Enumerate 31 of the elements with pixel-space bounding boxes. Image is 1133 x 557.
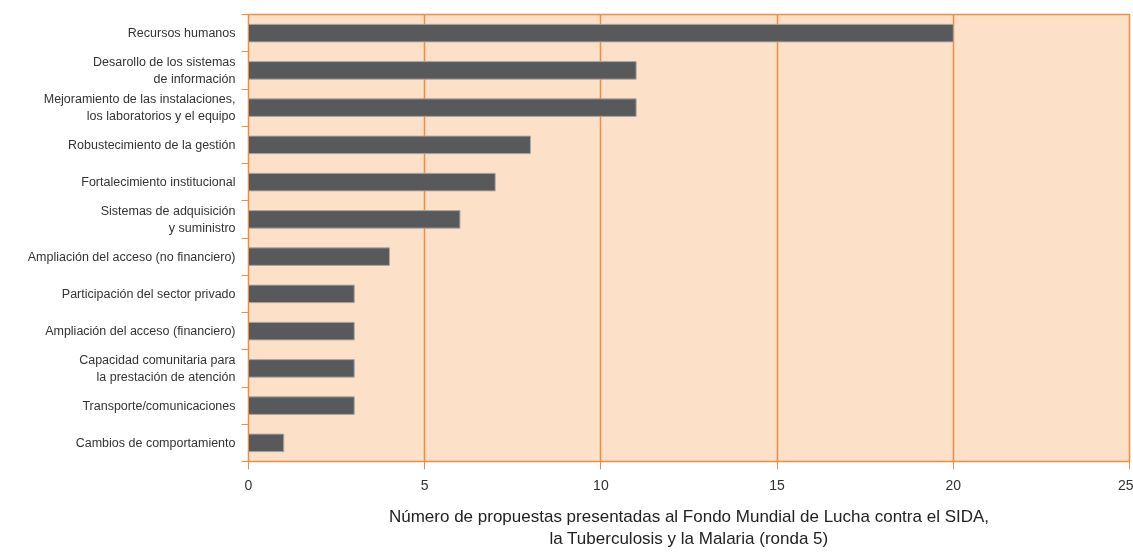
bar bbox=[248, 359, 355, 378]
y-tick-label: Sistemas de adquisición y suministro bbox=[100, 203, 236, 235]
y-tick-label: Ampliación del acceso (no financiero) bbox=[27, 249, 236, 264]
y-tick-label: Transporte/comunicaciones bbox=[82, 398, 236, 413]
bar bbox=[248, 433, 285, 453]
y-tick-label: Capacidad comunitaria para la prestación de atención bbox=[79, 352, 236, 384]
bar bbox=[248, 135, 531, 155]
bar bbox=[248, 61, 637, 80]
x-tick-label: 5 bbox=[420, 476, 429, 493]
bar bbox=[248, 247, 390, 266]
bar bbox=[248, 210, 461, 229]
bar bbox=[248, 321, 355, 341]
y-tick-label: Ampliación del acceso (financiero) bbox=[45, 324, 236, 339]
y-tick-label: Desarollo de los sistemas de información bbox=[93, 54, 236, 86]
x-axis-title: Número de propuestas presentadas al Fondo Mundial de Lucha contra el SIDA, la Tuberculosis y la Malaria (ronda 5) bbox=[388, 506, 990, 549]
x-tick-label: 20 bbox=[945, 476, 962, 493]
y-tick-label: Fortalecimiento institucional bbox=[81, 175, 236, 190]
y-tick-label: Recursos humanos bbox=[127, 26, 236, 41]
x-tick-label: 15 bbox=[769, 476, 786, 493]
x-tick-label: 10 bbox=[593, 476, 609, 493]
bar bbox=[248, 284, 355, 304]
y-tick-label: Mejoramiento de las instalaciones, los laboratorios y el equipo bbox=[43, 92, 236, 124]
bar bbox=[248, 98, 637, 117]
y-tick-label: Cambios de comportamiento bbox=[75, 435, 236, 450]
y-tick-label: Robustecimiento de la gestión bbox=[68, 137, 236, 152]
x-tick-label: 25 bbox=[1117, 476, 1133, 493]
bar bbox=[248, 23, 954, 43]
bar bbox=[248, 172, 496, 192]
x-tick-label: 0 bbox=[244, 476, 253, 493]
bar bbox=[248, 396, 355, 415]
y-tick-label: Participación del sector privado bbox=[61, 286, 236, 301]
